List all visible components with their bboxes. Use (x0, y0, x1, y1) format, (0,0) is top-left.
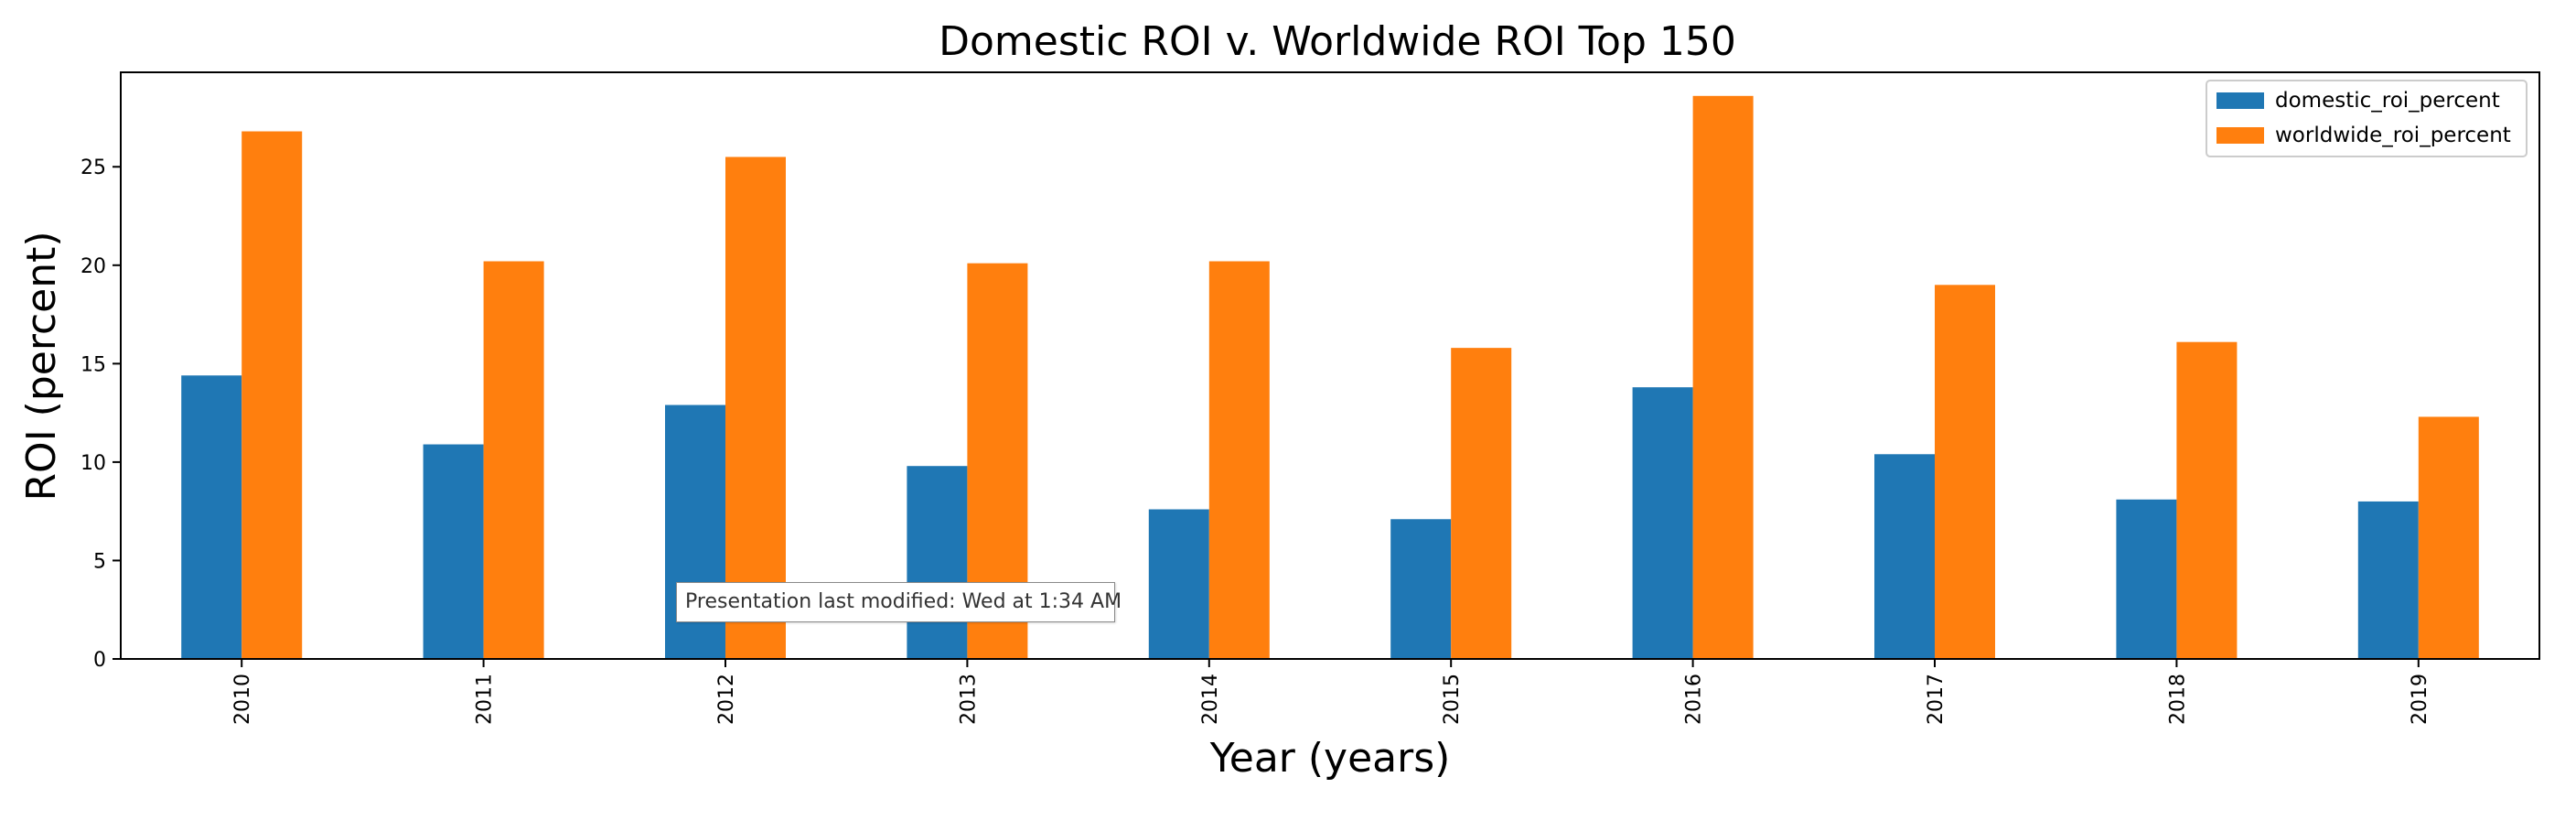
chart-legend: domestic_roi_percent worldwide_roi_percen… (2206, 80, 2528, 157)
y-tick-label: 20 (80, 255, 106, 278)
legend-label-worldwide_roi_percent: worldwide_roi_percent (2275, 124, 2511, 147)
bar-domestic_roi_percent-2010 (181, 375, 242, 659)
legend-label-domestic_roi_percent: domestic_roi_percent (2275, 89, 2500, 113)
x-tick-label: 2010 (231, 674, 254, 725)
bar-worldwide_roi_percent-2015 (1451, 348, 1512, 659)
y-tick-label: 5 (93, 550, 106, 573)
bar-worldwide_roi_percent-2016 (1692, 95, 1754, 660)
x-tick-label: 2012 (715, 674, 738, 725)
bar-worldwide_roi_percent-2010 (242, 131, 303, 659)
bar-domestic_roi_percent-2016 (1632, 387, 1693, 659)
bar-worldwide_roi_percent-2011 (483, 261, 544, 659)
bar-domestic_roi_percent-2014 (1148, 509, 1209, 659)
bar-worldwide_roi_percent-2018 (2176, 341, 2238, 659)
bar-domestic_roi_percent-2013 (907, 466, 968, 659)
bar-worldwide_roi_percent-2012 (725, 156, 786, 659)
bar-domestic_roi_percent-2015 (1390, 519, 1452, 659)
y-tick-label: 15 (80, 353, 106, 376)
x-tick-label: 2018 (2166, 674, 2189, 725)
x-tick-label: 2016 (1683, 674, 1706, 725)
presentation-modified-tooltip: Presentation last modified: Wed at 1:34 … (676, 582, 1122, 622)
x-tick-label: 2017 (1925, 674, 1948, 725)
bar-domestic_roi_percent-2011 (423, 444, 484, 659)
x-tick-label: 2013 (957, 674, 980, 725)
x-tick-label: 2014 (1199, 674, 1222, 725)
y-tick-label: 25 (80, 156, 106, 179)
y-tick-label: 10 (80, 452, 106, 475)
y-tick-label: 0 (93, 649, 106, 672)
bar-worldwide_roi_percent-2019 (2418, 416, 2479, 659)
bar-worldwide_roi_percent-2014 (1208, 261, 1270, 659)
plot-frame (120, 71, 2540, 660)
chart-title: Domestic ROI v. Worldwide ROI Top 150 (939, 18, 1736, 65)
x-tick-label: 2015 (1441, 674, 1464, 725)
x-tick-label: 2011 (474, 674, 497, 725)
x-axis-label: Year (years) (1209, 735, 1451, 782)
bar-worldwide_roi_percent-2017 (1935, 285, 1995, 659)
bar-domestic_roi_percent-2018 (2116, 499, 2177, 659)
legend-swatch-domestic_roi_percent (2216, 92, 2264, 109)
y-axis-label: ROI (percent) (18, 231, 65, 501)
x-tick-label: 2019 (2409, 674, 2431, 725)
bar-domestic_roi_percent-2019 (2357, 501, 2419, 659)
legend-swatch-worldwide_roi_percent (2216, 127, 2264, 144)
bar-domestic_roi_percent-2017 (1874, 454, 1935, 659)
legend-box (2206, 80, 2528, 157)
